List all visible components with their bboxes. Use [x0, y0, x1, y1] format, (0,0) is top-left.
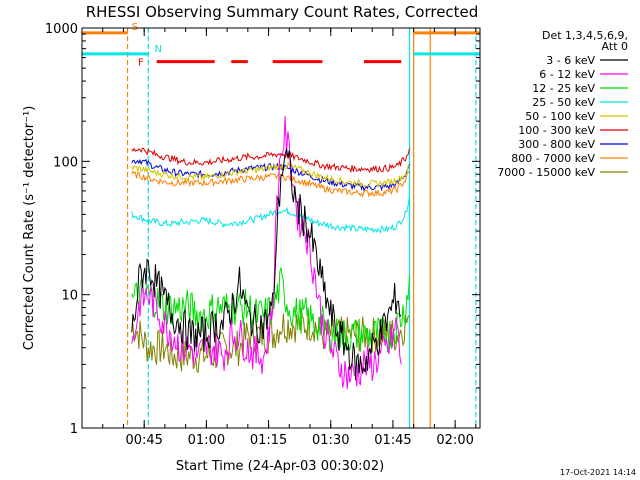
chart-title: RHESSI Observing Summary Count Rates, Co… — [86, 3, 479, 21]
y-tick-label: 1000 — [45, 22, 78, 37]
x-tick-label: 02:00 — [436, 433, 473, 448]
series-line-1 — [131, 116, 402, 390]
series-line-0 — [131, 148, 402, 381]
plot-area — [82, 28, 480, 428]
y-tick-label: 1 — [70, 422, 78, 437]
legend-label: 6 - 12 keV — [539, 68, 595, 81]
series-line-3 — [131, 195, 410, 234]
state-label-n: N — [155, 44, 162, 55]
legend-label: 25 - 50 keV — [532, 96, 595, 109]
state-label-s: S — [132, 22, 138, 33]
y-tick-label: 100 — [53, 155, 78, 170]
legend-label: 100 - 300 keV — [518, 124, 595, 137]
series-line-4 — [131, 161, 410, 189]
axes: S NF 00:45 01:00 01:15 01:30 01:45 02:00 1 10 100 1… — [45, 22, 481, 448]
state-label-f: F — [138, 58, 144, 69]
legend-header: Det 1,3,4,5,6,9, — [542, 29, 628, 42]
x-tick-label: 00:45 — [125, 433, 162, 448]
x-tick-label: 01:00 — [188, 433, 225, 448]
plot-frame — [81, 27, 481, 429]
legend-header: Att 0 — [602, 40, 628, 53]
legend-label: 7000 - 15000 keV — [497, 166, 595, 179]
y-axis-label: Corrected Count Rate (s⁻¹ detector⁻¹) — [22, 106, 37, 351]
legend-label: 3 - 6 keV — [546, 54, 595, 67]
x-tick-label: 01:15 — [250, 433, 287, 448]
series-line-7 — [131, 170, 410, 198]
legend-label: 800 - 7000 keV — [511, 152, 595, 165]
legend-label: 50 - 100 keV — [525, 110, 595, 123]
footer-timestamp: 17-Oct-2021 14:14 — [560, 468, 636, 477]
series-line-5 — [131, 147, 410, 174]
y-tick-label: 10 — [61, 289, 78, 304]
x-tick-label: 01:30 — [312, 433, 349, 448]
legend-label: 300 - 800 keV — [518, 138, 595, 151]
x-axis-label: Start Time (24-Apr-03 00:30:02) — [176, 459, 384, 474]
x-tick-label: 01:45 — [374, 433, 411, 448]
legend-label: 12 - 25 keV — [532, 82, 595, 95]
